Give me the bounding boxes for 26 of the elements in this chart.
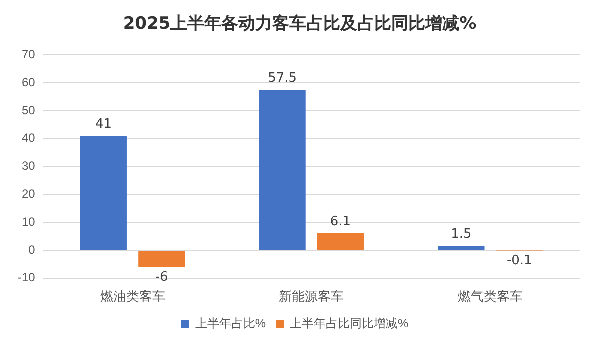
bar (317, 233, 364, 250)
y-tick-label: 0 (28, 242, 36, 257)
y-tick-label: 70 (22, 48, 36, 62)
bar (438, 246, 485, 250)
y-tick-label: -10 (18, 270, 36, 285)
data-label: 6.1 (330, 214, 352, 230)
data-label: 57.5 (268, 70, 298, 86)
data-label: -0.1 (506, 254, 532, 269)
x-tick-label: 燃油类客车 (100, 288, 166, 304)
y-tick-label: 30 (22, 159, 36, 174)
chart-title: 2025上半年各动力客车占比及占比同比增减% (122, 13, 478, 36)
data-label: 41 (95, 116, 112, 132)
y-tick-label: 50 (22, 103, 36, 118)
y-tick-label: 10 (22, 214, 36, 229)
y-tick-label: 60 (22, 75, 36, 90)
x-tick-label: 新能源客车 (279, 288, 344, 304)
y-tick-label: 40 (22, 131, 36, 146)
legend-label: 上半年占比% (195, 316, 266, 330)
data-label: -6 (155, 270, 168, 286)
y-tick-label: 20 (22, 187, 36, 202)
bar (138, 251, 186, 268)
x-tick-label: 燃气类客车 (458, 288, 524, 304)
data-label: 1.5 (451, 227, 472, 242)
bar (259, 90, 306, 250)
legend-label: 上半年占比同比增减% (290, 316, 409, 330)
bar (80, 136, 127, 250)
